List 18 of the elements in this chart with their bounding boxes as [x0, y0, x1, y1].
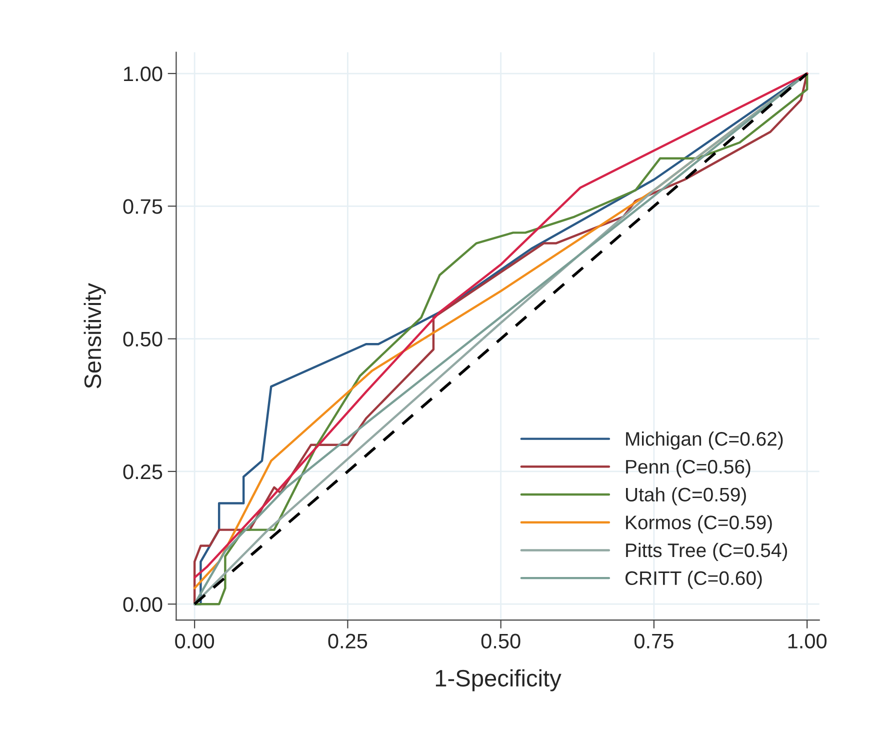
x-tick-label: 0.50 [481, 634, 520, 649]
legend-label: Michigan (C=0.62) [626, 432, 783, 450]
legend-label: Utah (C=0.59) [626, 487, 746, 506]
x-tick-label: 1.00 [788, 634, 827, 649]
legend-label: CRITT (C=0.60) [625, 570, 762, 589]
x-tick-label: 0.75 [634, 634, 674, 649]
y-axis-title: Sensitivity [84, 283, 106, 388]
x-axis-title: 1-Specificity [436, 669, 562, 692]
y-tick-label: 0.00 [123, 597, 162, 612]
legend-label: Penn (C=0.56) [626, 459, 750, 478]
y-tick-label: 0.75 [123, 199, 162, 214]
y-tick-label: 0.25 [123, 464, 162, 480]
legend-label: Pitts Tree (C=0.54) [626, 542, 788, 562]
y-tick-label: 1.00 [124, 66, 162, 82]
legend-label: Kormos (C=0.59) [626, 515, 772, 534]
y-tick-label: 0.50 [123, 332, 162, 347]
x-tick-label: 0.25 [328, 634, 368, 649]
x-tick-label: 0.00 [175, 634, 214, 649]
